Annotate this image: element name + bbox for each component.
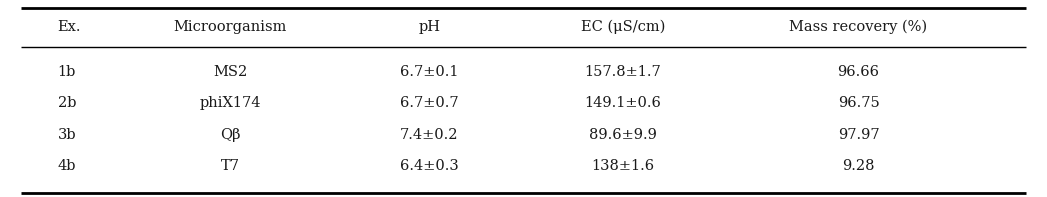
Text: T7: T7: [221, 159, 240, 174]
Text: EC (μS/cm): EC (μS/cm): [581, 19, 665, 34]
Text: 149.1±0.6: 149.1±0.6: [584, 96, 662, 111]
Text: Qβ: Qβ: [220, 128, 241, 142]
Text: Ex.: Ex.: [58, 20, 81, 34]
Text: 4b: 4b: [58, 159, 76, 174]
Text: 6.4±0.3: 6.4±0.3: [400, 159, 459, 174]
Text: 1b: 1b: [58, 65, 76, 79]
Text: Mass recovery (%): Mass recovery (%): [789, 19, 928, 34]
Text: 89.6±9.9: 89.6±9.9: [589, 128, 656, 142]
Text: 3b: 3b: [58, 128, 76, 142]
Text: phiX174: phiX174: [200, 96, 261, 111]
Text: 96.75: 96.75: [838, 96, 879, 111]
Text: 138±1.6: 138±1.6: [592, 159, 654, 174]
Text: 2b: 2b: [58, 96, 76, 111]
Text: 96.66: 96.66: [838, 65, 879, 79]
Text: 6.7±0.7: 6.7±0.7: [400, 96, 459, 111]
Text: MS2: MS2: [214, 65, 247, 79]
Text: Microorganism: Microorganism: [174, 20, 287, 34]
Text: 157.8±1.7: 157.8±1.7: [584, 65, 662, 79]
Text: 7.4±0.2: 7.4±0.2: [400, 128, 459, 142]
Text: pH: pH: [418, 20, 441, 34]
Text: 9.28: 9.28: [842, 159, 875, 174]
Text: 97.97: 97.97: [838, 128, 879, 142]
Text: 6.7±0.1: 6.7±0.1: [400, 65, 459, 79]
